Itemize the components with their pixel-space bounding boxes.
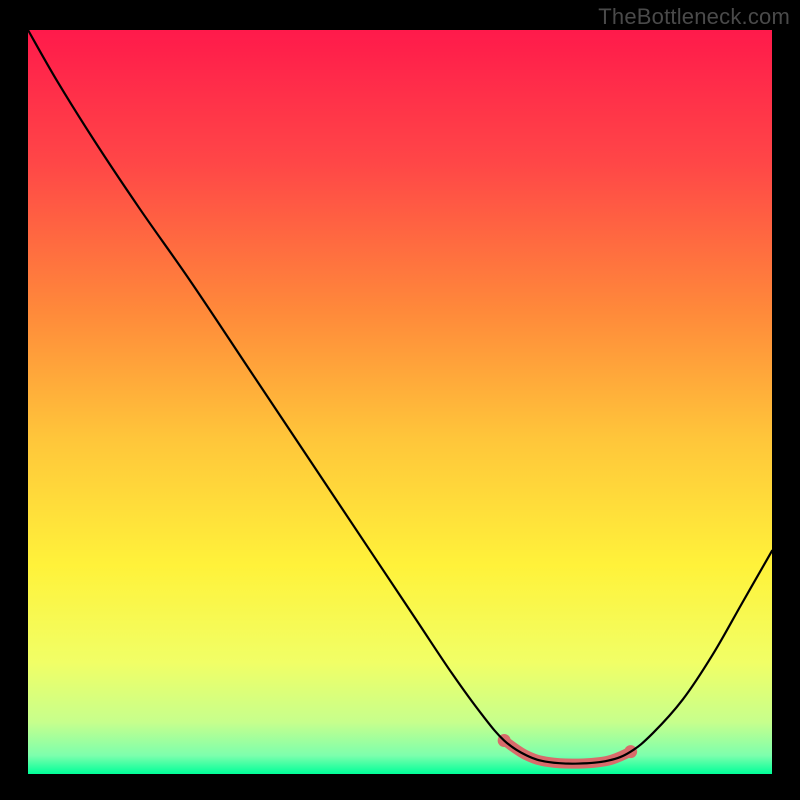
watermark-label: TheBottleneck.com [598, 4, 790, 30]
chart-stage: TheBottleneck.com [0, 0, 800, 800]
bottleneck-chart [0, 0, 800, 800]
gradient-plot-area [28, 30, 772, 774]
